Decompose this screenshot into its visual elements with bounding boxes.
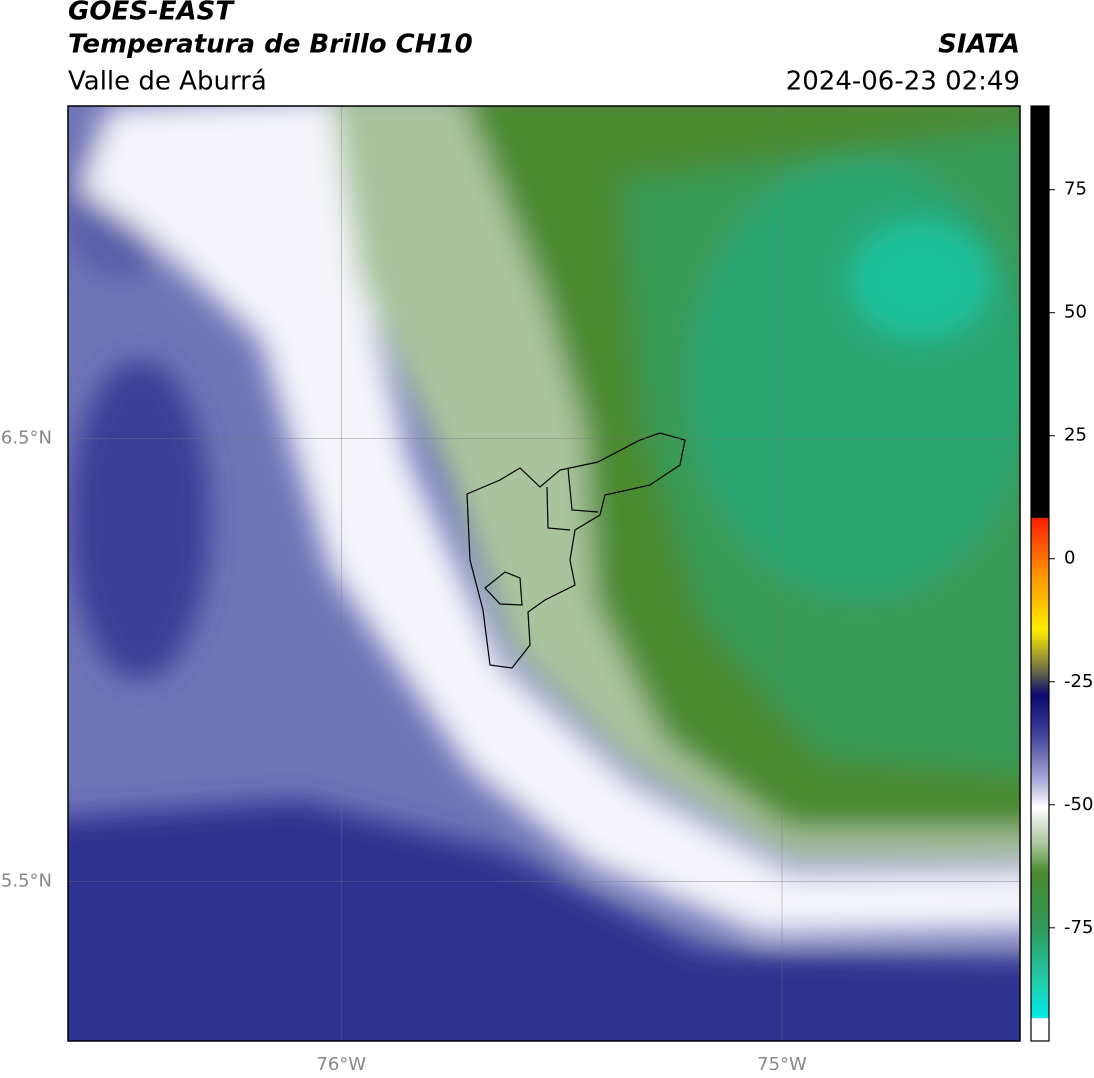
y-tick-label: 6.5°N [1, 427, 52, 448]
colorbar-tick-label: 50 [1064, 302, 1087, 323]
title: GOES-EAST [68, 0, 235, 27]
colorbar-tick-label: 25 [1064, 425, 1087, 446]
y-tick-label: 5.5°N [1, 870, 52, 891]
x-tick-label: 76°W [316, 1054, 366, 1075]
colorbar-tick-label: 0 [1064, 548, 1075, 569]
satellite-image [68, 106, 1020, 1041]
datetime: 2024-06-23 02:49 [786, 67, 1020, 97]
x-tick-label: 75°W [757, 1054, 807, 1075]
map-frame [67, 105, 1021, 1042]
region: Valle de Aburrá [68, 67, 267, 97]
colorbar-tick-label: 75 [1064, 179, 1087, 200]
source: SIATA [938, 30, 1020, 60]
subtitle: Temperatura de Brillo CH10 [68, 30, 473, 60]
colorbar [1030, 105, 1050, 1042]
colorbar-tick-label: -25 [1064, 671, 1093, 692]
colorbar-tick-label: -75 [1064, 917, 1093, 938]
colorbar-tick-label: -50 [1064, 794, 1093, 815]
